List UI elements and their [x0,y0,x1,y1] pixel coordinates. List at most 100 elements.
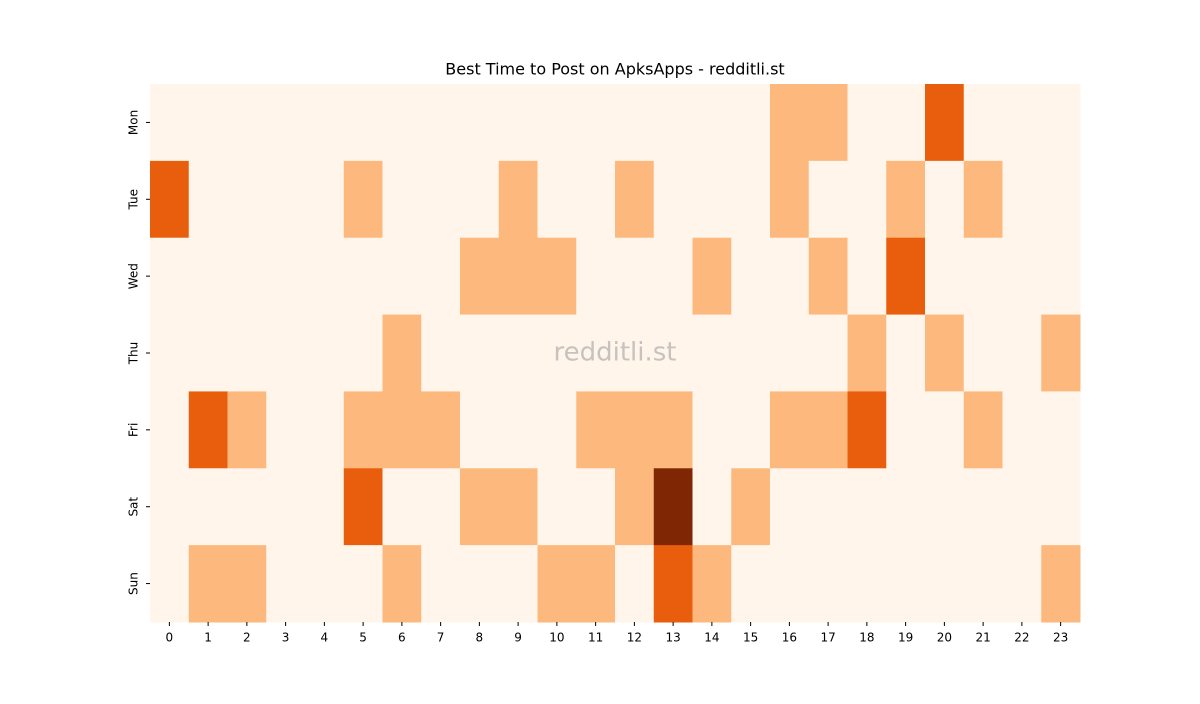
heat-cell [537,391,577,469]
heat-cell [227,545,267,623]
heat-cell [382,545,422,623]
heat-cell [770,391,810,469]
heat-cell [382,391,422,469]
heat-cell [653,468,693,546]
heat-cell [925,468,965,546]
heat-cell [498,160,538,239]
heat-cell [653,545,693,623]
heat-cell [847,237,887,316]
heat-cell [150,237,190,316]
heat-cell [576,391,616,469]
heat-cell [460,160,500,239]
heat-cell [305,545,345,623]
heat-cell [847,391,887,469]
heat-cell [266,237,306,316]
heat-cell [886,468,926,546]
heat-cell [770,84,810,162]
heat-cell [1002,468,1042,546]
heat-cell [421,160,461,239]
heat-cell [498,84,538,162]
x-tick-label: 16 [782,631,797,645]
heat-cell [537,314,577,392]
heat-cell [847,84,887,162]
heat-cell [460,237,500,316]
heat-cell [537,545,577,623]
heat-cell [188,391,228,469]
heat-cell [266,314,306,392]
watermark: redditli.st [554,338,677,368]
heat-cell [188,314,228,392]
heat-cell [227,84,267,162]
x-tick-label: 21 [975,631,990,645]
heat-cell [847,545,887,623]
x-tick-label: 22 [1014,631,1029,645]
heat-cell [925,160,965,239]
heat-cell [653,237,693,316]
heat-cell [227,237,267,316]
heat-cell [1041,391,1081,469]
x-tick-label: 15 [743,631,758,645]
heat-cell [576,160,616,239]
heat-cell [808,84,848,162]
heat-cell [1002,314,1042,392]
y-tick-label: Wed [127,263,141,289]
heat-cell [150,314,190,392]
x-tick-label: 4 [321,631,329,645]
heat-cell [1002,84,1042,162]
heat-cell [537,468,577,546]
heat-cell [963,237,1003,316]
heat-cell [343,391,383,469]
heat-cell [576,314,616,392]
heat-cell [1002,237,1042,316]
x-tick-label: 1 [204,631,212,645]
heat-cell [305,160,345,239]
heat-cell [266,468,306,546]
heat-cell [1002,391,1042,469]
heat-cell [421,391,461,469]
heat-cell [305,391,345,469]
heat-cell [150,84,190,162]
x-tick-label: 8 [476,631,484,645]
heat-cell [305,314,345,392]
heat-cell [382,314,422,392]
y-tick-label: Sun [127,572,141,595]
heat-cell [731,84,771,162]
x-tick-label: 13 [665,631,680,645]
heat-cell [731,314,771,392]
heat-cell [692,160,732,239]
heat-cell [963,160,1003,239]
heat-cell [770,237,810,316]
heat-cell [692,237,732,316]
heat-cell [770,160,810,239]
heat-cell [227,391,267,469]
heat-cell [382,84,422,162]
heat-cell [925,391,965,469]
heat-cell [653,314,693,392]
heat-cell [421,468,461,546]
heat-cell [188,84,228,162]
x-tick-label: 10 [549,631,564,645]
heat-cell [460,545,500,623]
heat-cell [808,314,848,392]
y-tick-label: Mon [127,110,141,135]
x-tick-label: 20 [937,631,952,645]
heat-cell [498,545,538,623]
heat-cell [421,545,461,623]
x-tick-label: 14 [704,631,719,645]
heat-cell [498,391,538,469]
heat-cell [808,545,848,623]
heat-cell [615,314,655,392]
heat-cell [150,545,190,623]
heat-cell [1041,314,1081,392]
heat-cell [576,84,616,162]
heat-cell [576,468,616,546]
heat-cell [963,314,1003,392]
heat-cell [615,391,655,469]
heat-cell [925,314,965,392]
x-tick-label: 19 [898,631,913,645]
heat-cell [305,237,345,316]
heat-cell [615,545,655,623]
heat-cell [343,468,383,546]
heat-cell [498,237,538,316]
heat-cell [1041,545,1081,623]
